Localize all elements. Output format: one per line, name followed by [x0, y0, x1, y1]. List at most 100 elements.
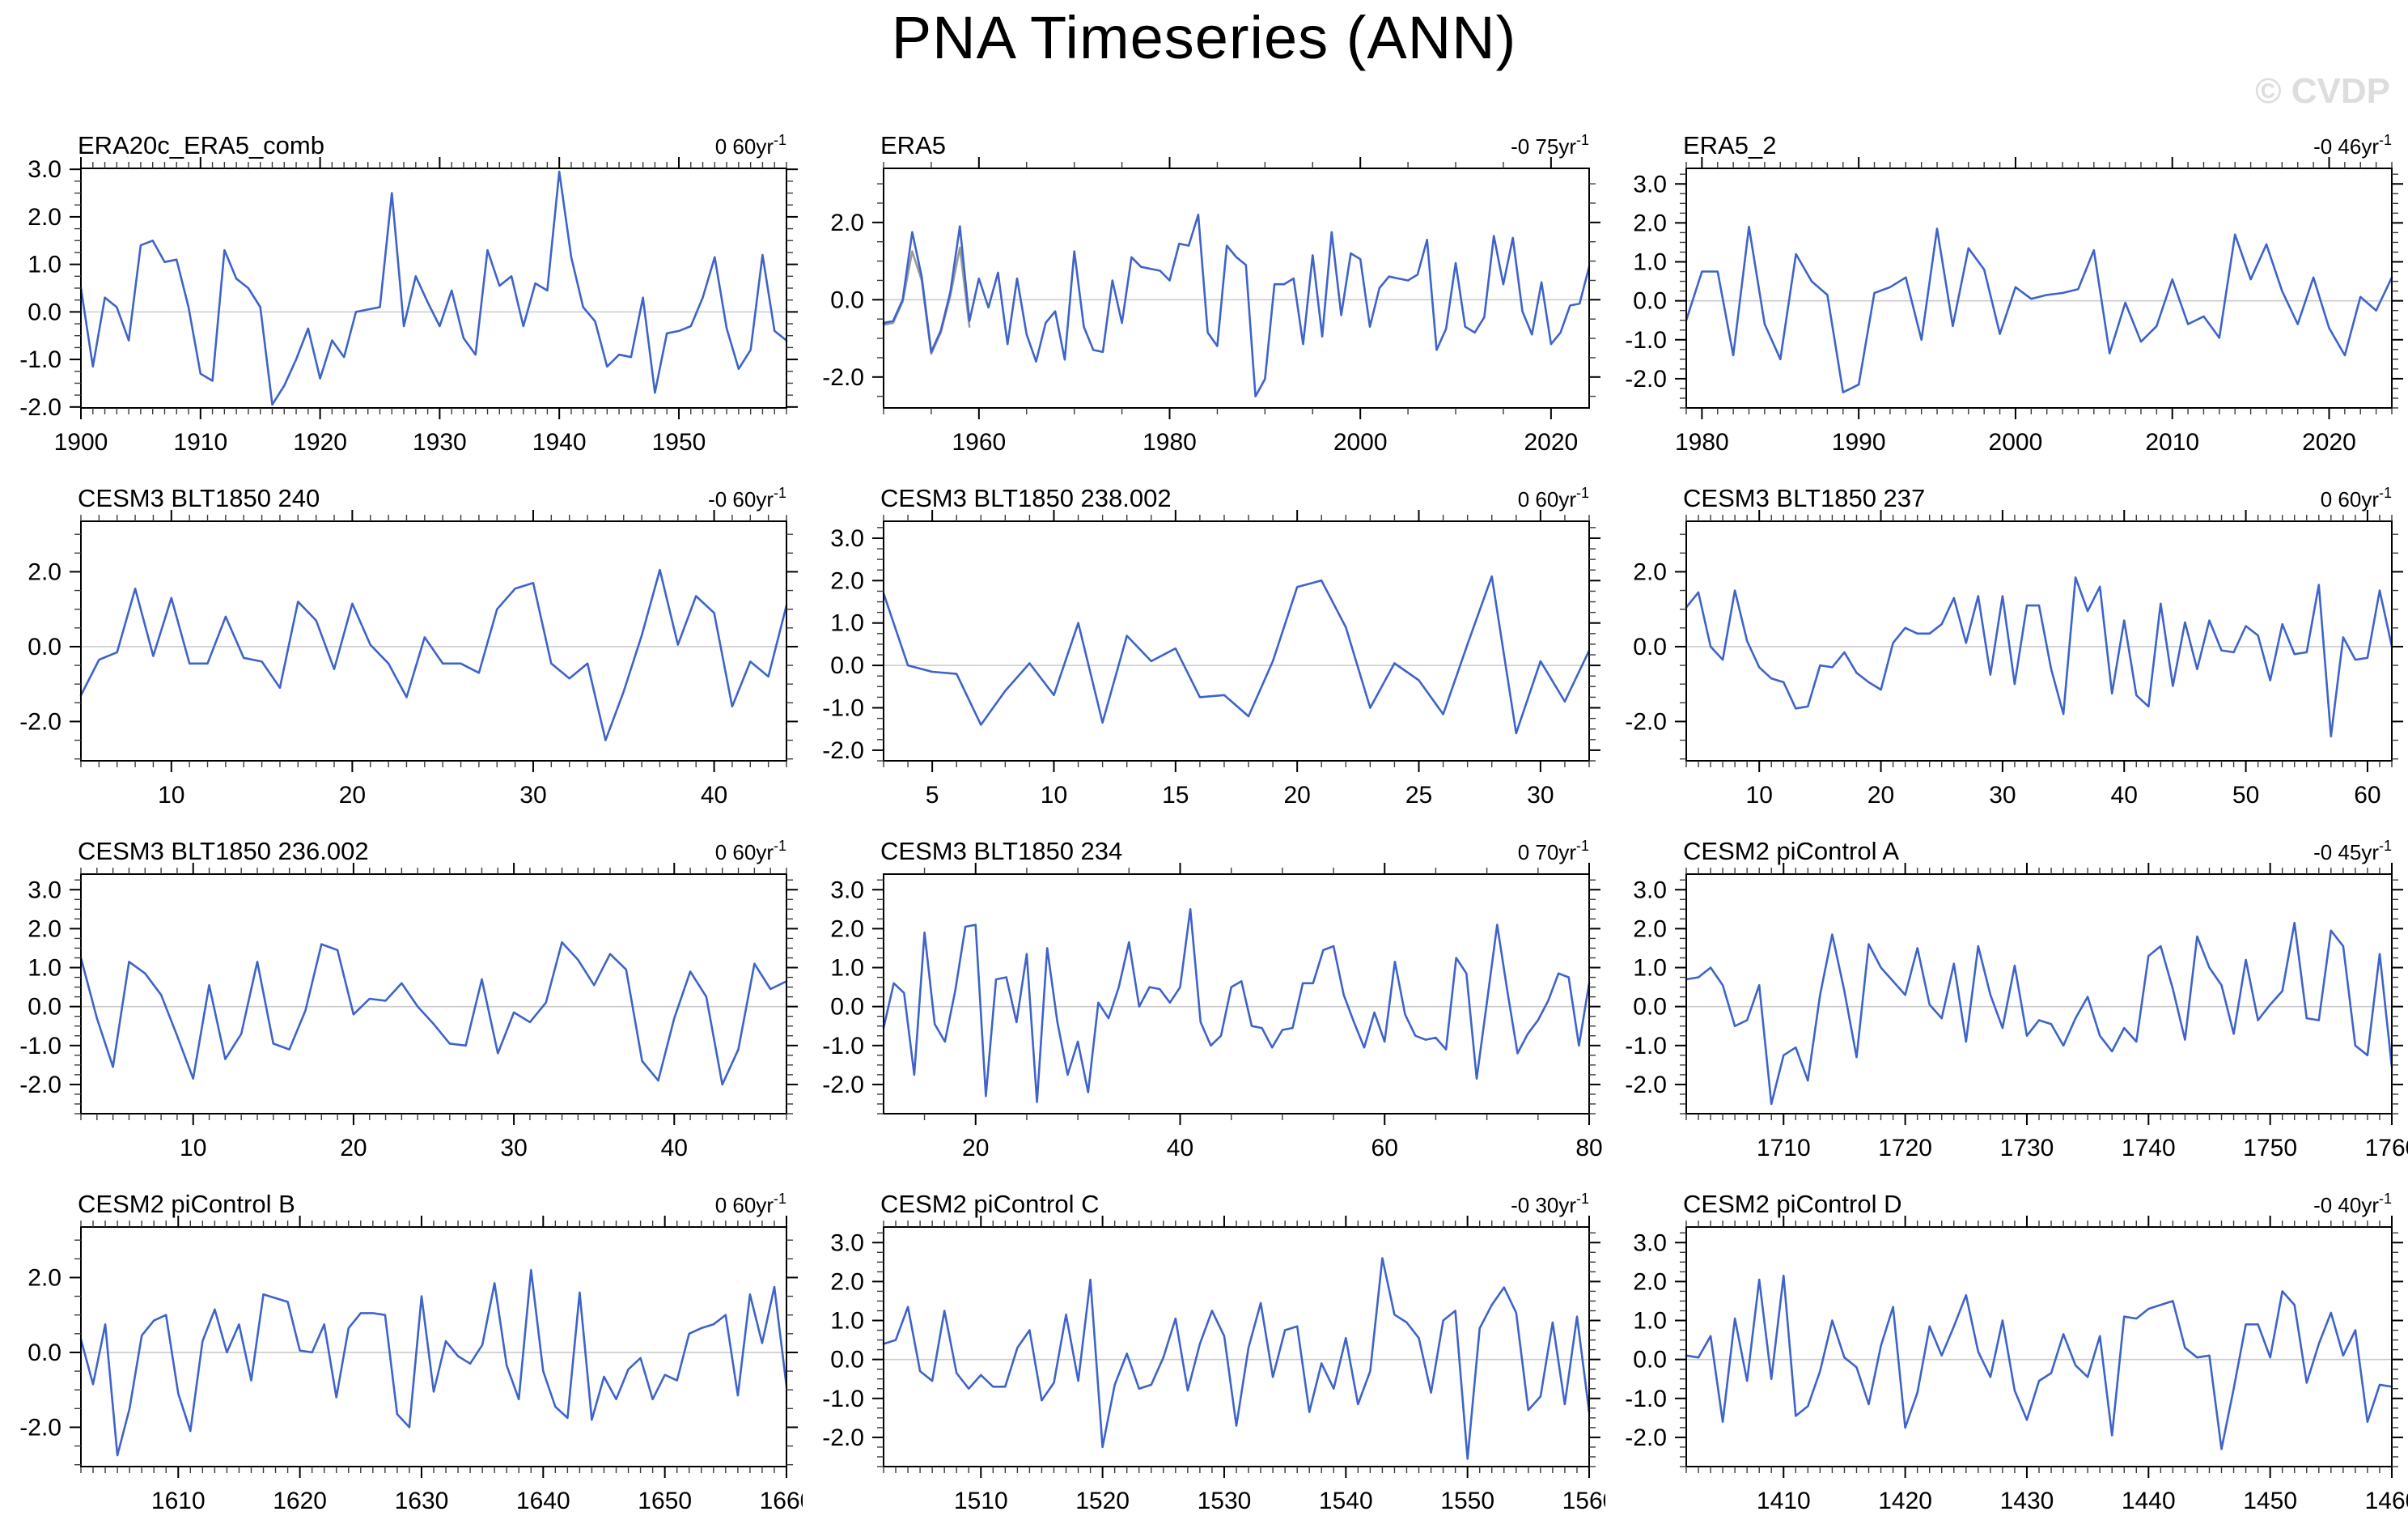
x-tick-label: 1920: [293, 429, 347, 456]
x-tick-label: 1510: [954, 1488, 1008, 1514]
y-tick-label: 3.0: [28, 877, 61, 903]
y-tick-label: -2.0: [1625, 708, 1667, 735]
timeseries-line: [1685, 576, 2393, 738]
chart-panel-5: 5 10 15 20 25 30 3.0 2.0 1.0 0.0 -1.0 -2.0 CESM3 BLT…: [803, 474, 1605, 827]
y-tick-label: 2.0: [830, 1268, 864, 1295]
chart-svg: 1410 1420 1430 1440 1450 1460 3.0 2.0 1.0 0.0 -1.0…: [1625, 1190, 2408, 1514]
x-tick-label: 1540: [1319, 1488, 1373, 1514]
page-title: PNA Timeseries (ANN): [891, 4, 1517, 71]
x-tick-label: 1980: [1143, 429, 1197, 456]
x-tick-label: 50: [2232, 782, 2259, 809]
plot-box: [1685, 873, 2393, 1115]
chart-trend-label: 0 60yr-1: [715, 1191, 786, 1217]
x-tick-label: 2000: [1989, 429, 2043, 456]
y-tick-label: -2.0: [822, 1072, 864, 1098]
y-tick-label: 1.0: [1633, 1308, 1667, 1335]
x-tick-label: 30: [519, 782, 546, 809]
x-tick-label: 1730: [2000, 1135, 2054, 1161]
chart-title: CESM3 BLT1850 240: [78, 484, 320, 512]
x-tick-label: 25: [1405, 782, 1432, 809]
timeseries-line: [882, 575, 1591, 735]
y-tick-label: -1.0: [822, 1033, 864, 1059]
x-tick-label: 1410: [1757, 1488, 1811, 1514]
x-tick-label: 1760: [2365, 1135, 2408, 1161]
plot-box: [883, 873, 1590, 1115]
x-tick-label: 1950: [652, 429, 706, 456]
x-tick-label: 1420: [1878, 1488, 1932, 1514]
x-tick-label: 10: [158, 782, 184, 809]
chart-svg: 10 20 30 40 2.0 0.0 -2.0 CESM3 BLT1850 240 -0 60…: [19, 484, 798, 809]
x-tick-label: 20: [1283, 782, 1310, 809]
y-tick-label: -1.0: [1625, 1033, 1667, 1059]
chart-svg: 10 20 30 40 3.0 2.0 1.0 0.0 -1.0 -2.0 CESM3 BLT185…: [19, 837, 798, 1161]
plot-box: [883, 1226, 1590, 1467]
x-tick-label: 5: [926, 782, 939, 809]
chart-svg: 5 10 15 20 25 30 3.0 2.0 1.0 0.0 -1.0 -2.0 CESM3 BLT…: [822, 484, 1600, 809]
x-tick-label: 60: [2354, 782, 2380, 809]
x-tick-label: 1990: [1832, 429, 1886, 456]
y-tick-label: 2.0: [1633, 210, 1667, 236]
y-tick-label: 0.0: [28, 634, 61, 660]
y-tick-label: 2.0: [830, 567, 864, 594]
y-tick-label: 0.0: [830, 1347, 864, 1374]
x-tick-label: 30: [1527, 782, 1554, 809]
y-tick-label: -1.0: [1625, 1386, 1667, 1412]
x-tick-label: 10: [1041, 782, 1067, 809]
y-tick-label: -2.0: [1625, 1424, 1667, 1451]
x-tick-label: 1740: [2122, 1135, 2176, 1161]
y-tick-label: -2.0: [19, 394, 61, 421]
y-tick-label: 0.0: [28, 1340, 61, 1366]
x-tick-label: 1610: [151, 1488, 206, 1514]
chart-panel-7: 10 20 30 40 3.0 2.0 1.0 0.0 -1.0 -2.0 CESM3 BLT185…: [0, 827, 803, 1180]
chart-svg: 10 20 30 40 50 60 2.0 0.0 -2.0 CESM3 BLT1850 237 0…: [1625, 484, 2403, 809]
timeseries-line: [79, 170, 788, 406]
x-tick-label: 15: [1162, 782, 1189, 809]
y-tick-label: 1.0: [830, 1308, 864, 1335]
x-tick-label: 1660: [760, 1488, 803, 1514]
x-tick-label: 40: [661, 1135, 688, 1161]
y-tick-label: -1.0: [1625, 327, 1667, 354]
chart-title: CESM3 BLT1850 237: [1683, 484, 1925, 512]
overlap-timeseries-line: [882, 246, 971, 355]
chart-trend-label: -0 30yr-1: [1511, 1191, 1589, 1217]
cvdp-watermark: © CVDP: [2255, 71, 2390, 111]
y-tick-label: 1.0: [1633, 249, 1667, 276]
chart-svg: 1610 1620 1630 1640 1650 1660 2.0 0.0 -2.0 CESM2 …: [19, 1190, 813, 1514]
x-tick-label: 1450: [2243, 1488, 2297, 1514]
y-tick-label: 0.0: [830, 652, 864, 679]
x-tick-label: 1710: [1757, 1135, 1811, 1161]
y-tick-label: 0.0: [1633, 994, 1667, 1021]
y-tick-label: 2.0: [1633, 1268, 1667, 1295]
y-tick-label: 3.0: [28, 156, 61, 183]
x-tick-label: 1940: [532, 429, 587, 456]
chart-panel-3: 1980 1990 2000 2010 2020 3.0 2.0 1.0 0.0 -1.0 -2.0…: [1605, 121, 2408, 474]
chart-svg: 1510 1520 1530 1540 1550 1560 3.0 2.0 1.0 0.0 -1.0…: [822, 1190, 1616, 1514]
y-tick-label: 3.0: [830, 877, 864, 903]
y-tick-label: 2.0: [28, 204, 61, 231]
y-tick-label: 0.0: [1633, 288, 1667, 315]
y-tick-label: -2.0: [822, 364, 864, 391]
y-tick-label: -2.0: [1625, 366, 1667, 393]
chart-panel-9: 1710 1720 1730 1740 1750 1760 3.0 2.0 1.0 0.0 -1.0…: [1605, 827, 2408, 1180]
y-tick-label: -2.0: [1625, 1072, 1667, 1098]
y-tick-label: 3.0: [1633, 171, 1667, 197]
chart-svg: 1980 1990 2000 2010 2020 3.0 2.0 1.0 0.0 -1.0 -2.0…: [1625, 131, 2403, 456]
y-tick-label: 3.0: [830, 1229, 864, 1256]
x-tick-label: 1650: [638, 1488, 692, 1514]
timeseries-line: [882, 214, 1591, 398]
plot-box: [1685, 1226, 2393, 1467]
y-tick-label: -2.0: [19, 1414, 61, 1441]
x-tick-label: 1440: [2122, 1488, 2176, 1514]
x-tick-label: 60: [1371, 1135, 1398, 1161]
x-tick-label: 30: [1989, 782, 2016, 809]
x-tick-label: 1530: [1198, 1488, 1252, 1514]
plot-box: [1685, 168, 2393, 409]
chart-trend-label: 0 70yr-1: [1518, 838, 1589, 864]
chart-title: CESM2 piControl B: [78, 1190, 295, 1218]
chart-svg: 20 40 60 80 3.0 2.0 1.0 0.0 -1.0 -2.0 CESM3 BLT185…: [822, 837, 1602, 1161]
chart-trend-label: 0 60yr-1: [2321, 485, 2392, 512]
x-tick-label: 1630: [395, 1488, 449, 1514]
y-tick-label: -1.0: [822, 1386, 864, 1412]
y-tick-label: 1.0: [830, 610, 864, 637]
